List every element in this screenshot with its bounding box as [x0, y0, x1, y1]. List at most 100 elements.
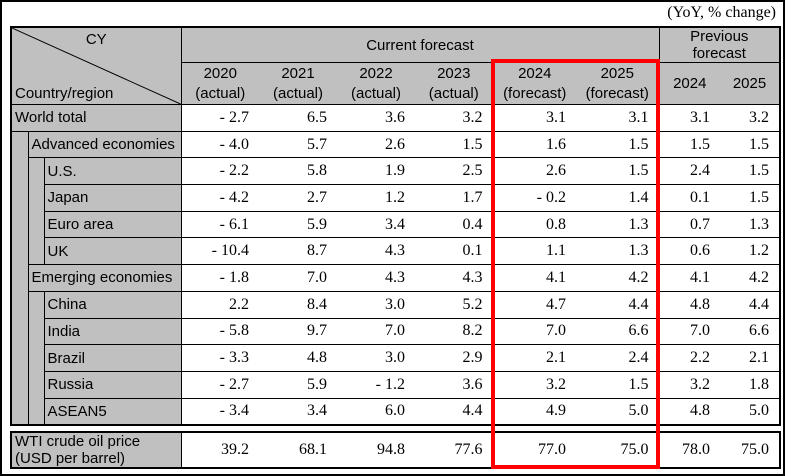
value-cell: 8.4: [259, 290, 337, 319]
value-cell: 6.6: [720, 317, 780, 346]
table-row: ASEAN5- 3.4 3.4 6.0 4.4 4.9 5.0 4.8 5.0: [11, 397, 780, 426]
value-cell: 6.0: [337, 397, 415, 426]
value-cell: 5.9: [259, 370, 337, 399]
table-row: Russia - 2.7 5.9- 1.2 3.6 3.2 1.5 3.2 1.8: [11, 370, 780, 399]
year-sublabel: (forecast): [585, 84, 649, 102]
wti-row: WTI crude oil price (USD per barrel) 39.…: [11, 431, 780, 469]
value-cell: 1.3: [576, 210, 659, 239]
value-cell: 3.4: [337, 210, 415, 239]
value-cell: 6.6: [576, 317, 659, 346]
wti-value-cell: 77.0: [492, 431, 576, 469]
table-row: Brazil - 3.3 4.8 3.0 2.9 2.1 2.4 2.2 2.1: [11, 344, 780, 372]
row-label: Russia: [43, 370, 182, 399]
col-header-previous-2024: 2024: [658, 62, 720, 105]
value-cell: - 1.8: [180, 264, 259, 292]
value-cell: 4.1: [658, 264, 720, 292]
row-label: ASEAN5: [43, 397, 182, 426]
value-cell: - 3.4: [180, 397, 259, 426]
value-cell: - 6.1: [180, 210, 259, 239]
value-cell: 1.8: [720, 370, 780, 399]
value-cell: 2.6: [337, 130, 415, 159]
row-label: Japan: [43, 184, 182, 212]
indent-spacer-level2: [27, 290, 45, 426]
col-header-2020-actual: 2020 (actual): [180, 62, 259, 105]
value-cell: 7.0: [658, 317, 720, 346]
wti-value-cell: 75.0: [720, 431, 780, 469]
year-sublabel: (actual): [195, 84, 246, 102]
value-cell: 1.5: [576, 130, 659, 159]
wti-label-line1: WTI crude oil price: [15, 433, 141, 450]
value-cell: 3.6: [415, 370, 493, 399]
value-cell: 3.1: [658, 104, 720, 132]
value-cell: 1.5: [576, 157, 659, 186]
value-cell: 3.6: [337, 104, 415, 132]
wti-oil-price-table: WTI crude oil price (USD per barrel) 39.…: [10, 431, 781, 469]
value-cell: - 2.2: [180, 157, 259, 186]
value-cell: 1.2: [337, 184, 415, 212]
value-cell: - 1.2: [337, 370, 415, 399]
corner-header-cell: CY Country/region: [11, 27, 182, 105]
value-cell: 3.1: [576, 104, 659, 132]
value-cell: 1.5: [720, 184, 780, 212]
year-sublabel: (actual): [350, 84, 402, 102]
value-cell: 2.9: [415, 344, 493, 372]
value-cell: 5.9: [259, 210, 337, 239]
year-label: 2021: [281, 64, 315, 82]
value-cell: 3.2: [492, 370, 576, 399]
col-header-2021-actual: 2021 (actual): [259, 62, 337, 105]
value-cell: 1.4: [576, 184, 659, 212]
value-cell: 7.0: [259, 264, 337, 292]
value-cell: 4.3: [337, 237, 415, 266]
wti-value-cell: 77.6: [415, 431, 493, 469]
table-row: Japan - 4.2 2.7 1.2 1.7- 0.2 1.4 0.1 1.5: [11, 184, 780, 212]
value-cell: 2.2: [658, 344, 720, 372]
value-cell: 1.5: [576, 370, 659, 399]
value-cell: 6.5: [259, 104, 337, 132]
row-label: Euro area: [43, 210, 182, 239]
value-cell: 0.1: [658, 184, 720, 212]
value-cell: 2.7: [259, 184, 337, 212]
gdp-forecast-table: CY Country/region Current forecast Previ…: [10, 26, 781, 426]
year-sublabel: (forecast): [503, 84, 567, 102]
table-row: World total - 2.7 6.5 3.6 3.2 3.1 3.1 3.1 3.2: [10, 104, 780, 132]
value-cell: 2.4: [576, 344, 659, 372]
corner-cy-label: CY: [85, 31, 107, 48]
diagonal-divider-line: [12, 28, 181, 104]
value-cell: 1.5: [415, 130, 493, 159]
table-row: India - 5.8 9.7 7.0 8.2 7.0 6.6 7.0 6.6: [11, 317, 780, 346]
header-row-sections: CY Country/region Current forecast Previ…: [11, 27, 780, 105]
year-label: 2025: [600, 64, 634, 82]
value-cell: - 4.0: [180, 130, 259, 159]
row-label: China: [43, 290, 182, 319]
unit-note: (YoY, % change): [667, 4, 776, 21]
value-cell: 7.0: [492, 317, 576, 346]
value-cell: 4.4: [415, 397, 493, 426]
year-sublabel: (actual): [272, 84, 324, 102]
col-header-2023-actual: 2023 (actual): [415, 62, 493, 105]
value-cell: 5.0: [576, 397, 659, 426]
value-cell: - 4.2: [180, 184, 259, 212]
indent-spacer-level1: [10, 130, 29, 426]
value-cell: 4.4: [576, 290, 659, 319]
value-cell: 1.3: [576, 237, 659, 266]
value-cell: 2.5: [415, 157, 493, 186]
value-cell: 8.2: [415, 317, 493, 346]
value-cell: 4.4: [720, 290, 780, 319]
value-cell: 8.7: [259, 237, 337, 266]
col-header-previous-2025: 2025: [720, 62, 780, 105]
value-cell: 4.8: [259, 344, 337, 372]
value-cell: 4.3: [415, 264, 493, 292]
value-cell: - 2.7: [180, 104, 259, 132]
value-cell: - 10.4: [180, 237, 259, 266]
value-cell: 2.1: [720, 344, 780, 372]
value-cell: 4.1: [492, 264, 576, 292]
wti-value-cell: 75.0: [576, 431, 659, 469]
wti-value-cell: 78.0: [658, 431, 720, 469]
table-row: U.S. - 2.2 5.8 1.9 2.5 2.6 1.5 2.4 1.5: [11, 157, 780, 266]
wti-value-cell: 94.8: [337, 431, 415, 469]
value-cell: 1.5: [720, 157, 780, 186]
value-cell: - 3.3: [180, 344, 259, 372]
value-cell: 1.9: [337, 157, 415, 186]
col-header-2024-forecast: 2024 (forecast): [492, 62, 576, 105]
